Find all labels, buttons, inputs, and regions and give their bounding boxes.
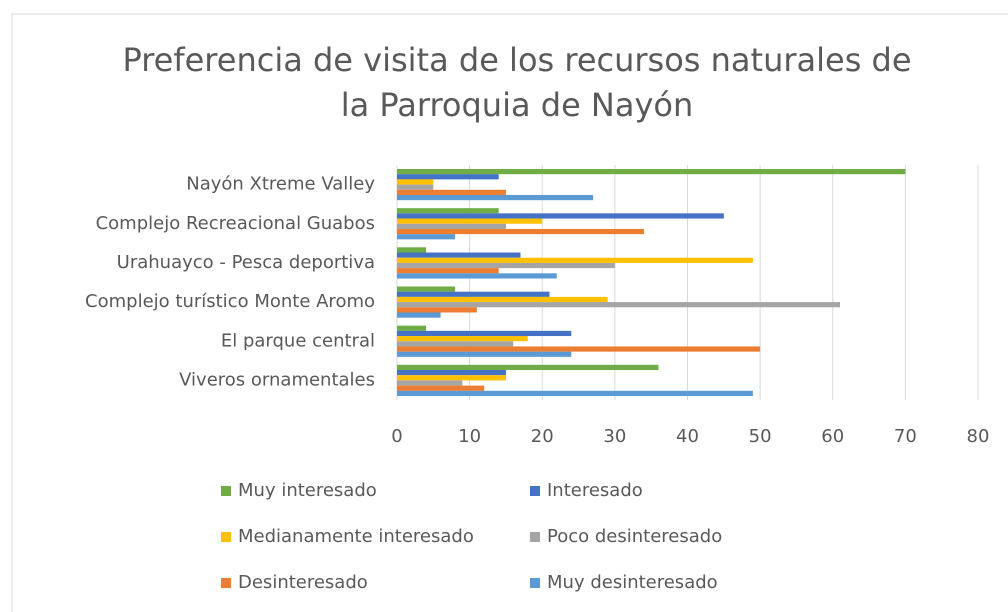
bar bbox=[397, 273, 557, 279]
x-tick-label: 80 bbox=[967, 426, 990, 447]
bar bbox=[397, 213, 724, 219]
y-tick-label: Viveros ornamentales bbox=[179, 369, 375, 390]
bar bbox=[397, 312, 441, 318]
x-tick-label: 30 bbox=[603, 426, 626, 447]
x-tick-label: 70 bbox=[894, 426, 917, 447]
x-tick-label: 40 bbox=[676, 426, 699, 447]
bar bbox=[397, 341, 514, 347]
chart-frame bbox=[11, 13, 1008, 612]
x-tick-label: 10 bbox=[458, 426, 481, 447]
legend-label: Muy interesado bbox=[238, 480, 377, 501]
bar bbox=[397, 302, 841, 308]
bar bbox=[397, 223, 506, 229]
legend-label: Muy desinteresado bbox=[547, 572, 718, 593]
x-tick-label: 60 bbox=[821, 426, 844, 447]
bar bbox=[397, 330, 572, 337]
bar bbox=[397, 336, 528, 342]
legend-swatch bbox=[530, 486, 540, 496]
bar bbox=[397, 291, 550, 297]
bar bbox=[397, 268, 499, 274]
bar bbox=[397, 375, 506, 381]
bar bbox=[397, 168, 906, 175]
bar bbox=[397, 218, 543, 224]
bar bbox=[397, 380, 463, 386]
bar bbox=[397, 296, 608, 303]
bar bbox=[397, 228, 644, 235]
legend-label: Desinteresado bbox=[238, 572, 368, 593]
x-tick-label: 50 bbox=[749, 426, 772, 447]
y-tick-label: Complejo turístico Monte Aromo bbox=[85, 291, 375, 312]
bar bbox=[397, 174, 499, 180]
bar bbox=[397, 390, 753, 397]
bar bbox=[397, 184, 434, 190]
legend-swatch bbox=[221, 532, 231, 542]
legend-swatch bbox=[530, 578, 540, 588]
bar bbox=[397, 179, 434, 185]
bar bbox=[397, 351, 572, 357]
bar bbox=[397, 346, 761, 352]
x-tick-label: 0 bbox=[391, 426, 402, 447]
legend-swatch bbox=[221, 486, 231, 496]
bar bbox=[397, 257, 753, 263]
y-tick-label: Nayón Xtreme Valley bbox=[186, 174, 375, 195]
bar bbox=[397, 247, 427, 253]
legend-label: Interesado bbox=[547, 480, 643, 501]
y-tick-label: El parque central bbox=[221, 330, 375, 351]
x-tick-label: 20 bbox=[531, 426, 554, 447]
bar bbox=[397, 194, 594, 201]
legend-label: Medianamente interesado bbox=[238, 526, 474, 547]
bar bbox=[397, 252, 521, 258]
bar bbox=[397, 286, 456, 292]
legend-swatch bbox=[221, 578, 231, 588]
bar bbox=[397, 385, 485, 391]
bar bbox=[397, 364, 659, 371]
bar bbox=[397, 370, 506, 376]
legend-label: Poco desinteresado bbox=[547, 526, 722, 547]
bar bbox=[397, 262, 615, 269]
bar bbox=[397, 208, 499, 214]
y-tick-label: Urahuayco - Pesca deportiva bbox=[117, 252, 375, 273]
chart-title: Preferencia de visita de los recursos na… bbox=[122, 41, 912, 124]
bar bbox=[397, 234, 456, 240]
y-tick-label: Complejo Recreacional Guabos bbox=[96, 213, 375, 234]
bar bbox=[397, 325, 427, 331]
legend-swatch bbox=[530, 532, 540, 542]
bar bbox=[397, 307, 477, 313]
bar bbox=[397, 189, 506, 195]
